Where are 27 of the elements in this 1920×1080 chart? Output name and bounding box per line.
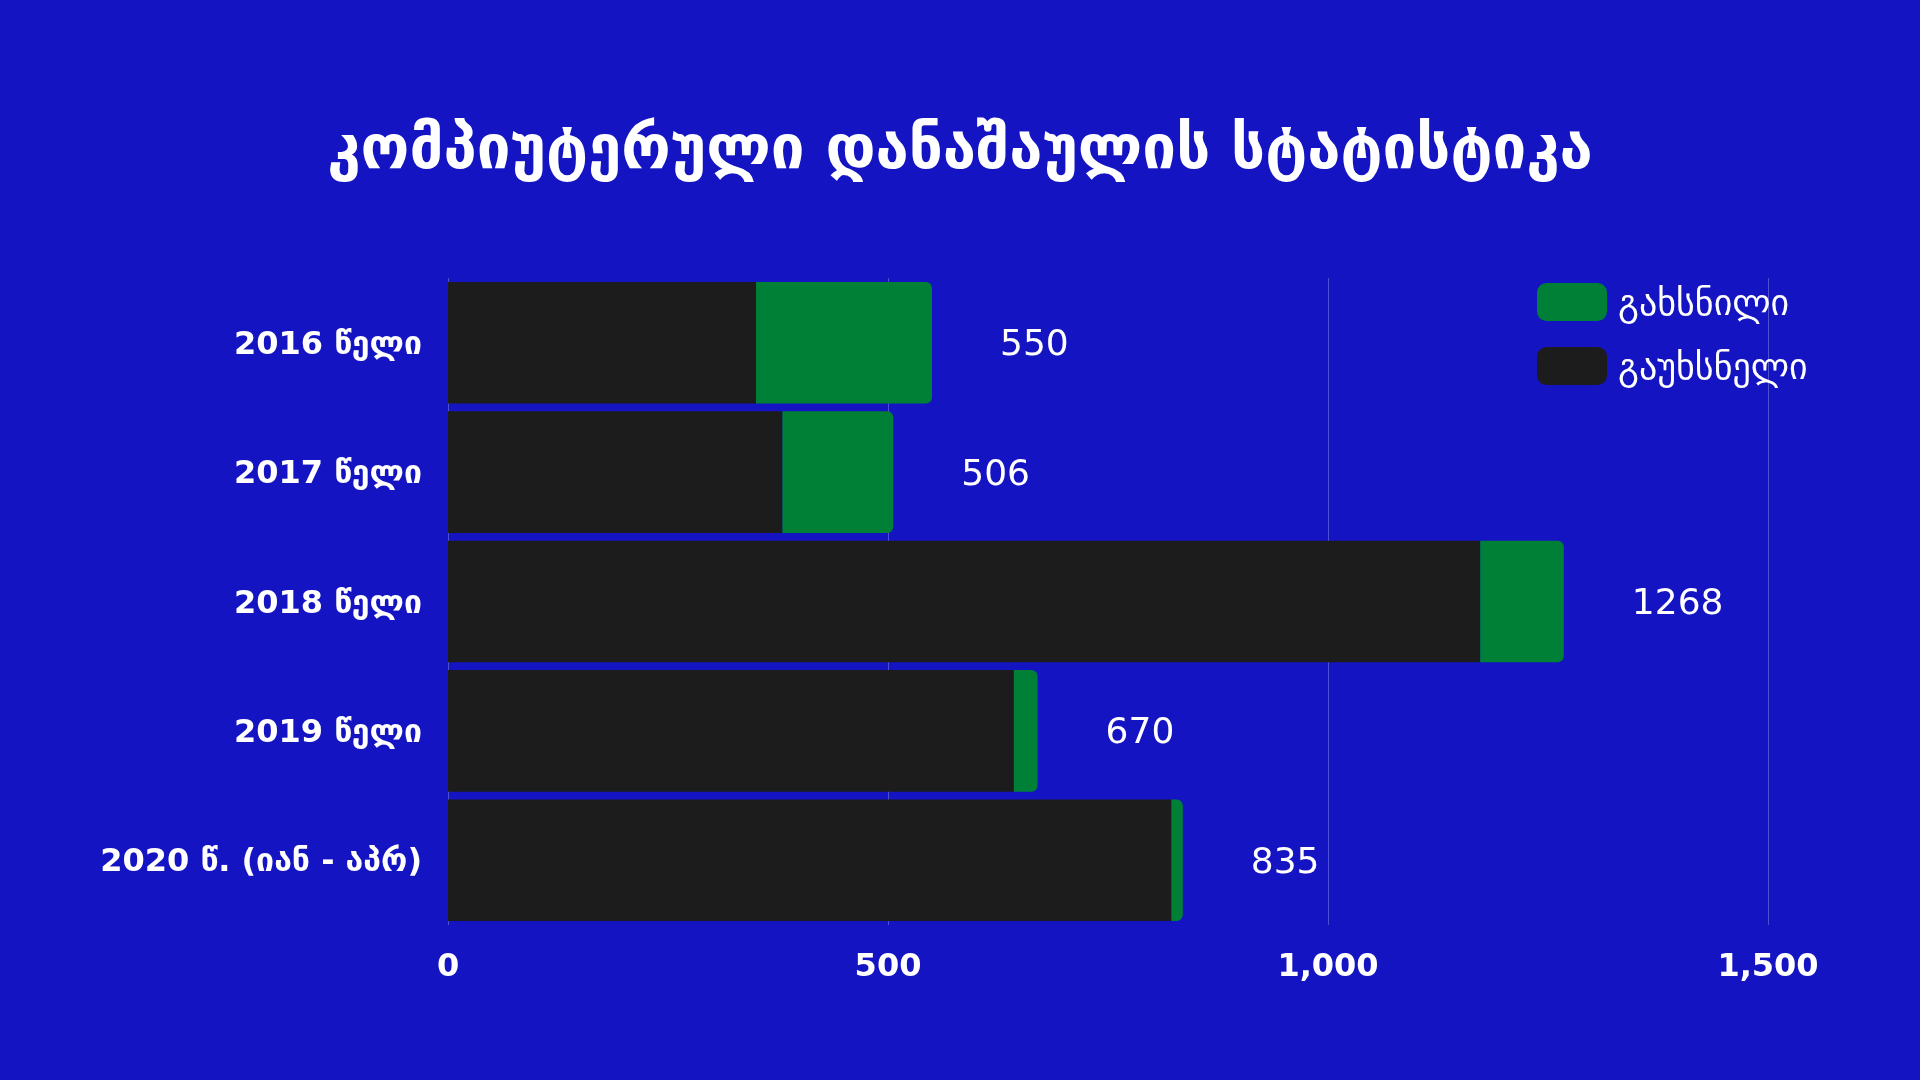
bar [448, 799, 1172, 922]
x-tick-label: 500 [854, 946, 922, 984]
total-label: 670 [1105, 710, 1175, 752]
bar [448, 540, 1481, 663]
total-label: 1268 [1631, 581, 1724, 622]
total-label: 506 [961, 451, 1030, 493]
y-tick-label: 2018 წელი [233, 582, 422, 621]
x-tick-label: 1,500 [1717, 946, 1819, 984]
legend-label: გახსნილი [1618, 281, 1790, 324]
bar [1480, 540, 1564, 663]
y-tick-label: 2019 წელი [233, 711, 422, 750]
bar [1171, 799, 1183, 922]
legend-label: გაუხსნელი [1618, 345, 1808, 388]
y-tick-label: 2016 წელი [233, 323, 422, 362]
bar [782, 411, 894, 533]
total-label: 835 [1250, 839, 1320, 881]
total-label: 550 [1000, 322, 1069, 364]
y-tick-label: 2017 წელი [233, 453, 422, 492]
y-tick-label: 2020 წ. (იან - აპრ) [100, 841, 422, 880]
bar [448, 281, 756, 404]
bar [448, 411, 783, 533]
bar [756, 281, 932, 404]
bar [448, 670, 1014, 792]
bar [1013, 670, 1038, 792]
chart-title: კომპიუტერული დანაშაულის სტატისტიკა [327, 112, 1593, 182]
x-tick-label: 1,000 [1277, 946, 1379, 984]
x-tick-label: 0 [436, 946, 460, 984]
